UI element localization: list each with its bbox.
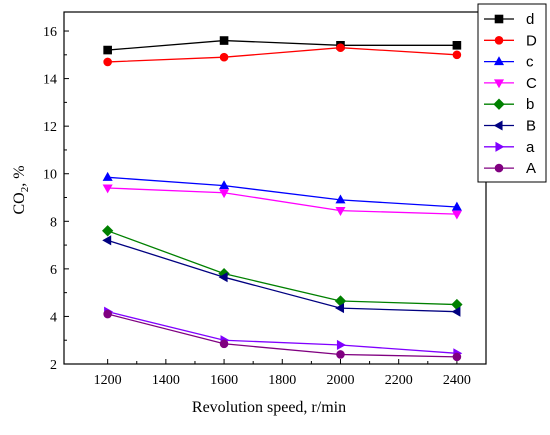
- series-b: [102, 225, 463, 311]
- data-point: [452, 352, 462, 362]
- legend-box: [477, 3, 547, 183]
- legend-item-a: a: [484, 139, 535, 156]
- data-point: [103, 309, 112, 319]
- series-C: [102, 184, 462, 220]
- plot-frame: [63, 11, 487, 365]
- series-B: [102, 235, 461, 317]
- legend-marker: [493, 56, 505, 66]
- series-line: [107, 313, 457, 358]
- y-axis-label: CO2, %: [11, 165, 31, 214]
- legend-label: D: [526, 32, 537, 49]
- data-point: [335, 303, 345, 314]
- x-axis: 1200 1400 1600 1800 2000 2200 2400: [94, 359, 471, 388]
- x-tick-label: 1800: [268, 373, 296, 388]
- legend-label: A: [526, 160, 536, 177]
- y-tick-label: 14: [43, 73, 57, 88]
- legend-item-D: D: [484, 32, 537, 49]
- legend-label: d: [526, 11, 534, 28]
- x-tick-label: 1600: [210, 373, 238, 388]
- series-line: [107, 239, 457, 313]
- y-tick-label: 16: [43, 25, 57, 40]
- data-point: [102, 235, 112, 246]
- x-tick-label: 2000: [326, 373, 354, 388]
- y-tick-label: 12: [43, 120, 57, 135]
- y-axis-label-suffix: , %: [11, 165, 28, 186]
- legend-marker: [493, 79, 505, 89]
- data-point: [219, 36, 229, 45]
- legend-item-B: B: [484, 118, 536, 135]
- data-point: [451, 201, 462, 211]
- data-point: [452, 40, 462, 50]
- y-axis: 2 4 6 8 10 12 14 16: [43, 25, 69, 373]
- series-line: [107, 311, 457, 354]
- series-D: [103, 43, 462, 67]
- series-c: [102, 171, 462, 211]
- series-line: [107, 230, 457, 306]
- legend-item-A: A: [484, 160, 536, 177]
- data-point: [219, 339, 229, 349]
- data-point: [335, 194, 346, 204]
- y-tick-label: 6: [50, 263, 57, 278]
- data-point: [219, 189, 230, 199]
- series-line: [107, 39, 457, 51]
- y-tick-label: 10: [43, 168, 57, 183]
- legend-marker: [493, 98, 505, 110]
- data-point: [102, 171, 113, 181]
- data-point: [335, 207, 346, 216]
- legend-marker: [494, 36, 504, 45]
- data-point: [336, 339, 346, 351]
- legend-item-d: d: [484, 11, 534, 28]
- series-line: [107, 187, 457, 215]
- x-tick-label: 2200: [385, 373, 413, 388]
- data-point: [219, 180, 230, 190]
- legend-marker: [494, 163, 504, 173]
- data-point: [102, 184, 113, 194]
- data-point: [451, 306, 461, 317]
- data-point: [336, 43, 345, 52]
- data-point: [102, 225, 114, 237]
- legend-label: b: [526, 96, 534, 113]
- series-layer: [102, 36, 463, 362]
- series-line: [107, 176, 457, 208]
- y-tick-label: 4: [50, 310, 57, 325]
- legend-item-b: b: [484, 96, 534, 113]
- data-point: [219, 52, 229, 62]
- data-point: [452, 50, 462, 60]
- legend-marker: [494, 14, 504, 24]
- y-axis-label-subscript: 2: [19, 187, 31, 193]
- legend-label: a: [526, 139, 535, 156]
- y-tick-label: 8: [50, 215, 57, 230]
- data-point: [336, 350, 345, 359]
- legend-marker: [493, 120, 503, 131]
- data-point: [451, 210, 462, 220]
- y-axis-label-main: CO: [11, 192, 28, 214]
- legend-label: c: [526, 54, 534, 71]
- series-line: [107, 47, 457, 63]
- legend-label: B: [526, 118, 536, 135]
- x-axis-label: Revolution speed, r/min: [192, 399, 346, 416]
- x-tick-label: 2400: [443, 373, 471, 388]
- x-tick-label: 1400: [152, 373, 180, 388]
- data-point: [218, 272, 228, 283]
- series-a: [104, 306, 463, 359]
- data-point: [103, 57, 112, 67]
- data-point: [103, 45, 112, 55]
- y-tick-label: 2: [50, 358, 57, 373]
- series-A: [103, 309, 462, 362]
- x-tick-label: 1200: [94, 373, 122, 388]
- legend-marker: [495, 141, 505, 152]
- legend-item-C: C: [484, 75, 537, 92]
- legend-label: C: [526, 75, 537, 92]
- legend-item-c: c: [484, 54, 534, 71]
